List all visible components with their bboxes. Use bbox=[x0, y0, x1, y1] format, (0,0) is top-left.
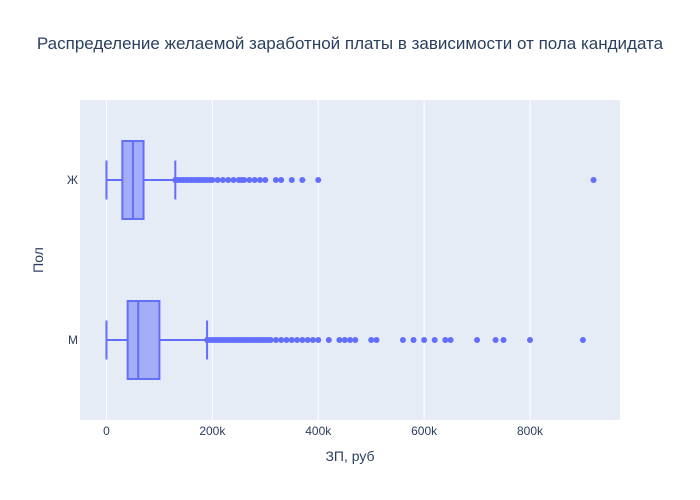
outlier-point bbox=[278, 337, 285, 343]
outlier-point bbox=[272, 177, 279, 183]
outlier-point bbox=[442, 337, 449, 343]
outlier-point bbox=[267, 337, 274, 343]
y-axis-title: Пол bbox=[30, 247, 46, 273]
outlier-point bbox=[325, 337, 332, 343]
outlier-point bbox=[579, 337, 586, 343]
outlier-point bbox=[288, 177, 295, 183]
outlier-point bbox=[299, 177, 306, 183]
outlier-point bbox=[373, 337, 380, 343]
outlier-point bbox=[262, 177, 269, 183]
outlier-point bbox=[492, 337, 499, 343]
x-tick-label: 400k bbox=[305, 424, 332, 438]
outlier-point bbox=[341, 337, 348, 343]
outlier-point bbox=[251, 177, 258, 183]
outlier-point bbox=[272, 337, 279, 343]
outlier-point bbox=[294, 337, 301, 343]
outlier-point bbox=[299, 337, 306, 343]
outlier-point bbox=[219, 177, 226, 183]
iqr-box bbox=[126, 300, 161, 380]
plot-area bbox=[80, 100, 620, 420]
x-tick-label: 600k bbox=[411, 424, 438, 438]
box-traces bbox=[105, 140, 597, 380]
x-axis-title: ЗП, руб bbox=[325, 448, 374, 464]
x-tick-label: 200k bbox=[199, 424, 226, 438]
outlier-point bbox=[347, 337, 353, 343]
box-trace bbox=[105, 140, 597, 220]
outlier-point bbox=[527, 337, 533, 343]
outlier-point bbox=[500, 337, 507, 343]
outlier-point bbox=[336, 337, 343, 343]
outlier-point bbox=[278, 177, 285, 183]
outlier-point bbox=[304, 337, 311, 343]
outlier-point bbox=[209, 177, 216, 183]
axis-ticks: 0 200k 400k 600k 800k Ж М bbox=[67, 173, 544, 438]
outlier-point bbox=[257, 177, 263, 183]
outlier-point bbox=[246, 177, 253, 183]
outlier-point bbox=[309, 337, 316, 343]
outlier-point bbox=[315, 177, 322, 183]
outlier-point bbox=[288, 337, 295, 343]
outlier-point bbox=[315, 337, 322, 343]
outlier-point bbox=[399, 337, 406, 343]
outlier-point bbox=[421, 337, 428, 343]
y-tick-label: М bbox=[68, 333, 78, 347]
outlier-point bbox=[283, 337, 290, 343]
chart-title: Распределение желаемой заработной платы … bbox=[36, 34, 664, 53]
outlier-point bbox=[368, 337, 375, 343]
grid-lines bbox=[105, 100, 531, 420]
x-tick-label: 800k bbox=[517, 424, 544, 438]
outlier-point bbox=[241, 177, 248, 183]
outlier-point bbox=[352, 337, 359, 343]
outlier-point bbox=[474, 337, 481, 343]
outlier-point bbox=[225, 177, 232, 183]
outlier-point bbox=[447, 337, 454, 343]
outlier-point bbox=[410, 337, 417, 343]
x-tick-label: 0 bbox=[103, 424, 110, 438]
outlier-point bbox=[214, 177, 221, 183]
outlier-point bbox=[431, 337, 438, 343]
y-tick-label: Ж bbox=[67, 173, 78, 187]
box-trace bbox=[105, 300, 586, 380]
outlier-point bbox=[590, 177, 597, 183]
outlier-point bbox=[230, 177, 237, 183]
